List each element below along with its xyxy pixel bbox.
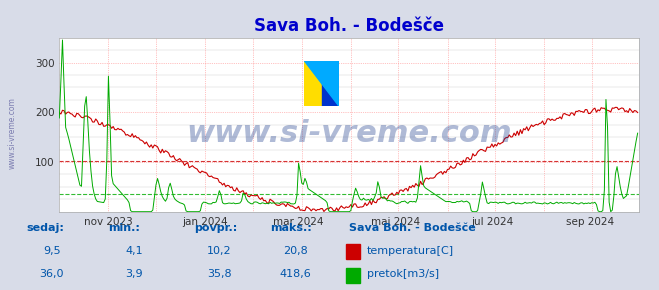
Text: 3,9: 3,9 (125, 269, 143, 280)
Text: www.si-vreme.com: www.si-vreme.com (8, 97, 17, 169)
Text: temperatura[C]: temperatura[C] (366, 246, 454, 256)
Bar (304, 61, 322, 106)
Title: Sava Boh. - Bodešče: Sava Boh. - Bodešče (254, 17, 444, 35)
Bar (346, 244, 360, 259)
Text: 4,1: 4,1 (125, 246, 143, 256)
Bar (346, 268, 360, 283)
Text: 36,0: 36,0 (40, 269, 64, 280)
Text: 10,2: 10,2 (207, 246, 231, 256)
Bar (322, 61, 339, 106)
Polygon shape (304, 61, 339, 106)
Text: min.:: min.: (109, 223, 140, 233)
Text: 20,8: 20,8 (283, 246, 308, 256)
Text: www.si-vreme.com: www.si-vreme.com (186, 119, 512, 148)
Text: 35,8: 35,8 (207, 269, 231, 280)
Text: 9,5: 9,5 (43, 246, 61, 256)
Text: povpr.:: povpr.: (194, 223, 237, 233)
Text: 418,6: 418,6 (279, 269, 311, 280)
Text: Sava Boh. - Bodešče: Sava Boh. - Bodešče (349, 223, 476, 233)
Text: pretok[m3/s]: pretok[m3/s] (366, 269, 439, 280)
Text: sedaj:: sedaj: (26, 223, 64, 233)
Text: maks.:: maks.: (270, 223, 312, 233)
